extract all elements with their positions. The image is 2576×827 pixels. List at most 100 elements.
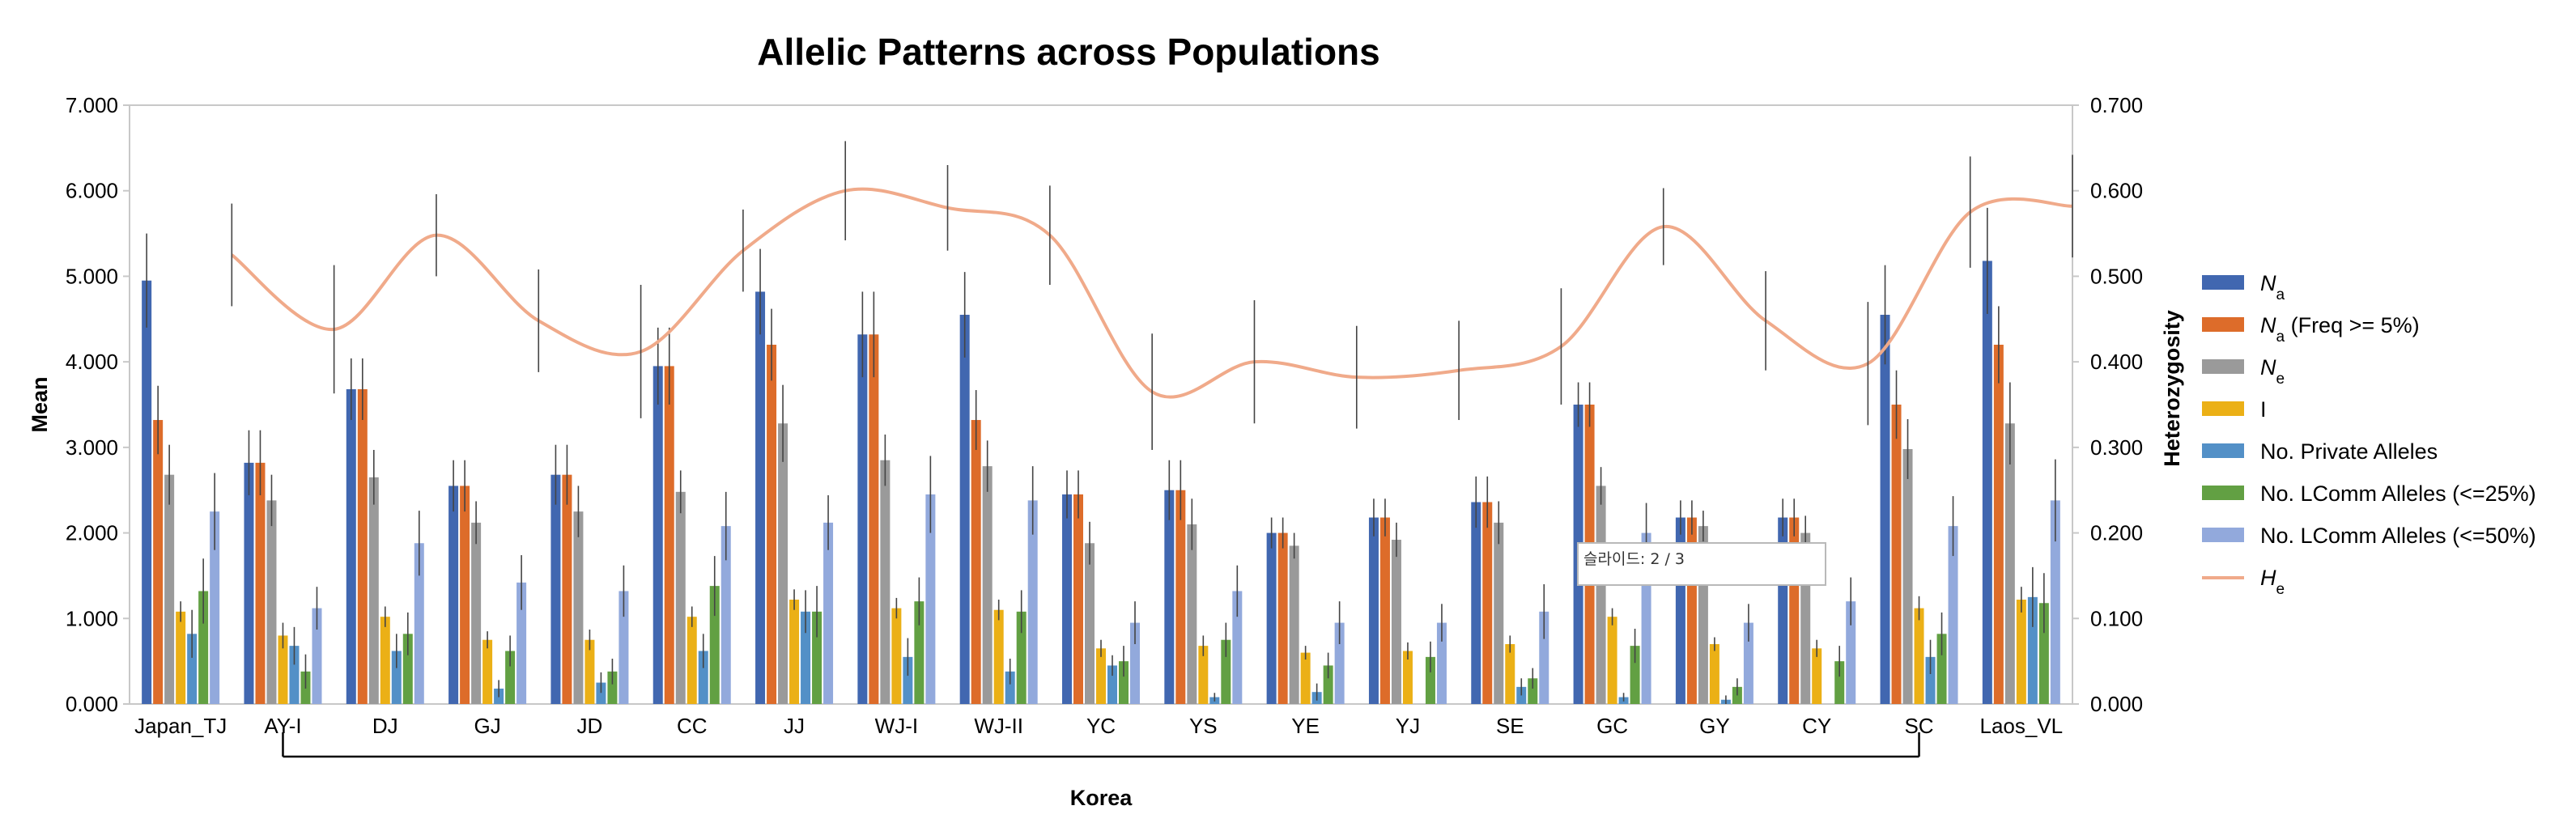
bar xyxy=(1289,545,1299,704)
bar xyxy=(1334,622,1345,704)
bar xyxy=(1936,634,1947,704)
bar xyxy=(1834,661,1845,704)
bar xyxy=(1300,652,1311,704)
bar-series-6 xyxy=(198,556,2049,704)
bar xyxy=(460,486,470,704)
bar xyxy=(914,601,925,704)
bar-series-group xyxy=(142,207,2060,704)
bar xyxy=(391,651,402,704)
legend-swatch xyxy=(2202,317,2244,332)
legend-label-sub: a xyxy=(2276,329,2285,346)
legend-label: No. LComm Alleles (<=50%) xyxy=(2260,524,2536,548)
x-tick-label: DJ xyxy=(372,714,398,738)
bar xyxy=(210,511,220,704)
bar xyxy=(891,608,902,704)
left-axis-tick-label: 1.000 xyxy=(66,606,118,630)
bar xyxy=(244,462,254,704)
bar xyxy=(869,334,879,704)
bar xyxy=(198,591,209,704)
bar xyxy=(142,280,152,704)
bar xyxy=(971,420,981,704)
legend-label: Na xyxy=(2260,271,2285,303)
left-axis-tick-label: 3.000 xyxy=(66,435,118,460)
bar xyxy=(653,366,663,704)
legend-label: No. Private Alleles xyxy=(2260,439,2438,464)
x-tick-label: JJ xyxy=(784,714,805,738)
bar xyxy=(767,345,777,704)
bar xyxy=(698,651,708,704)
bar-series-2 xyxy=(153,291,2004,704)
bar xyxy=(1164,490,1175,704)
bar xyxy=(675,491,686,704)
legend-swatch xyxy=(2202,443,2244,458)
y2-axis-label: Heterozygosity xyxy=(2160,310,2184,467)
legend-swatch xyxy=(2202,486,2244,500)
bar xyxy=(993,609,1004,704)
bar xyxy=(550,474,561,704)
bar xyxy=(1948,526,1958,704)
bar xyxy=(1709,644,1719,704)
bar xyxy=(596,682,606,704)
bar xyxy=(801,611,811,704)
bar xyxy=(153,420,164,704)
bar xyxy=(187,634,198,704)
bar xyxy=(1630,646,1640,704)
bar xyxy=(1368,517,1379,704)
bar xyxy=(1891,405,1902,704)
bar xyxy=(1119,661,1129,704)
legend-swatch xyxy=(2202,275,2244,290)
legend-swatch xyxy=(2202,359,2244,374)
bar xyxy=(2004,423,2015,704)
bar xyxy=(607,671,618,704)
bar xyxy=(1027,500,1038,704)
bar xyxy=(1073,494,1083,704)
bar xyxy=(471,522,482,704)
bar xyxy=(289,646,300,704)
x-axis: Japan_TJ AY-I DJ GJ JD CC JJ WJ-I WJ-II YC YS YE YJ S… xyxy=(134,714,2063,738)
chart-title: Allelic Patterns across Populations xyxy=(757,31,1379,73)
x-tick-label: WJ-II xyxy=(974,714,1023,738)
legend-label-main: N xyxy=(2260,355,2276,380)
bar xyxy=(1607,617,1617,704)
right-axis-tick-label: 0.700 xyxy=(2090,93,2143,117)
bar xyxy=(1198,646,1209,704)
bar xyxy=(2027,596,2038,704)
legend-label-main: No. LComm Alleles (<=25%) xyxy=(2260,481,2536,506)
legend-label: Na (Freq >= 5%) xyxy=(2260,313,2420,346)
right-axis-tick-label: 0.300 xyxy=(2090,435,2143,460)
x-tick-label: CY xyxy=(1802,714,1831,738)
legend-label-sub: e xyxy=(2276,371,2285,388)
bar xyxy=(1743,622,1753,704)
bar xyxy=(414,543,424,704)
bar xyxy=(1130,622,1140,704)
bar xyxy=(1505,644,1515,704)
bar xyxy=(1528,678,1538,704)
bar xyxy=(778,423,789,704)
right-axis-tick-label: 0.600 xyxy=(2090,179,2143,203)
bar xyxy=(1436,622,1447,704)
bar xyxy=(1005,671,1015,704)
x-tick-label: YE xyxy=(1291,714,1320,738)
bar xyxy=(903,656,913,704)
bar xyxy=(1323,665,1333,704)
x-tick-label: Laos_VL xyxy=(1980,714,2064,738)
legend-label-main: No. Private Alleles xyxy=(2260,439,2438,464)
bar xyxy=(812,611,823,704)
bar xyxy=(164,474,175,704)
bar xyxy=(880,460,891,704)
bar xyxy=(925,494,936,704)
x-tick-label: SE xyxy=(1496,714,1524,738)
legend-label-main: N xyxy=(2260,271,2276,295)
x-tick-label: JD xyxy=(577,714,603,738)
bar xyxy=(1846,601,1856,704)
bar xyxy=(1221,639,1231,704)
x-tick-label: YC xyxy=(1086,714,1116,738)
bar xyxy=(1902,448,1913,704)
legend-line-label-main: H xyxy=(2260,566,2276,590)
bar xyxy=(176,611,186,704)
bar xyxy=(516,582,527,704)
legend-label-main: No. LComm Alleles (<=50%) xyxy=(2260,524,2536,548)
